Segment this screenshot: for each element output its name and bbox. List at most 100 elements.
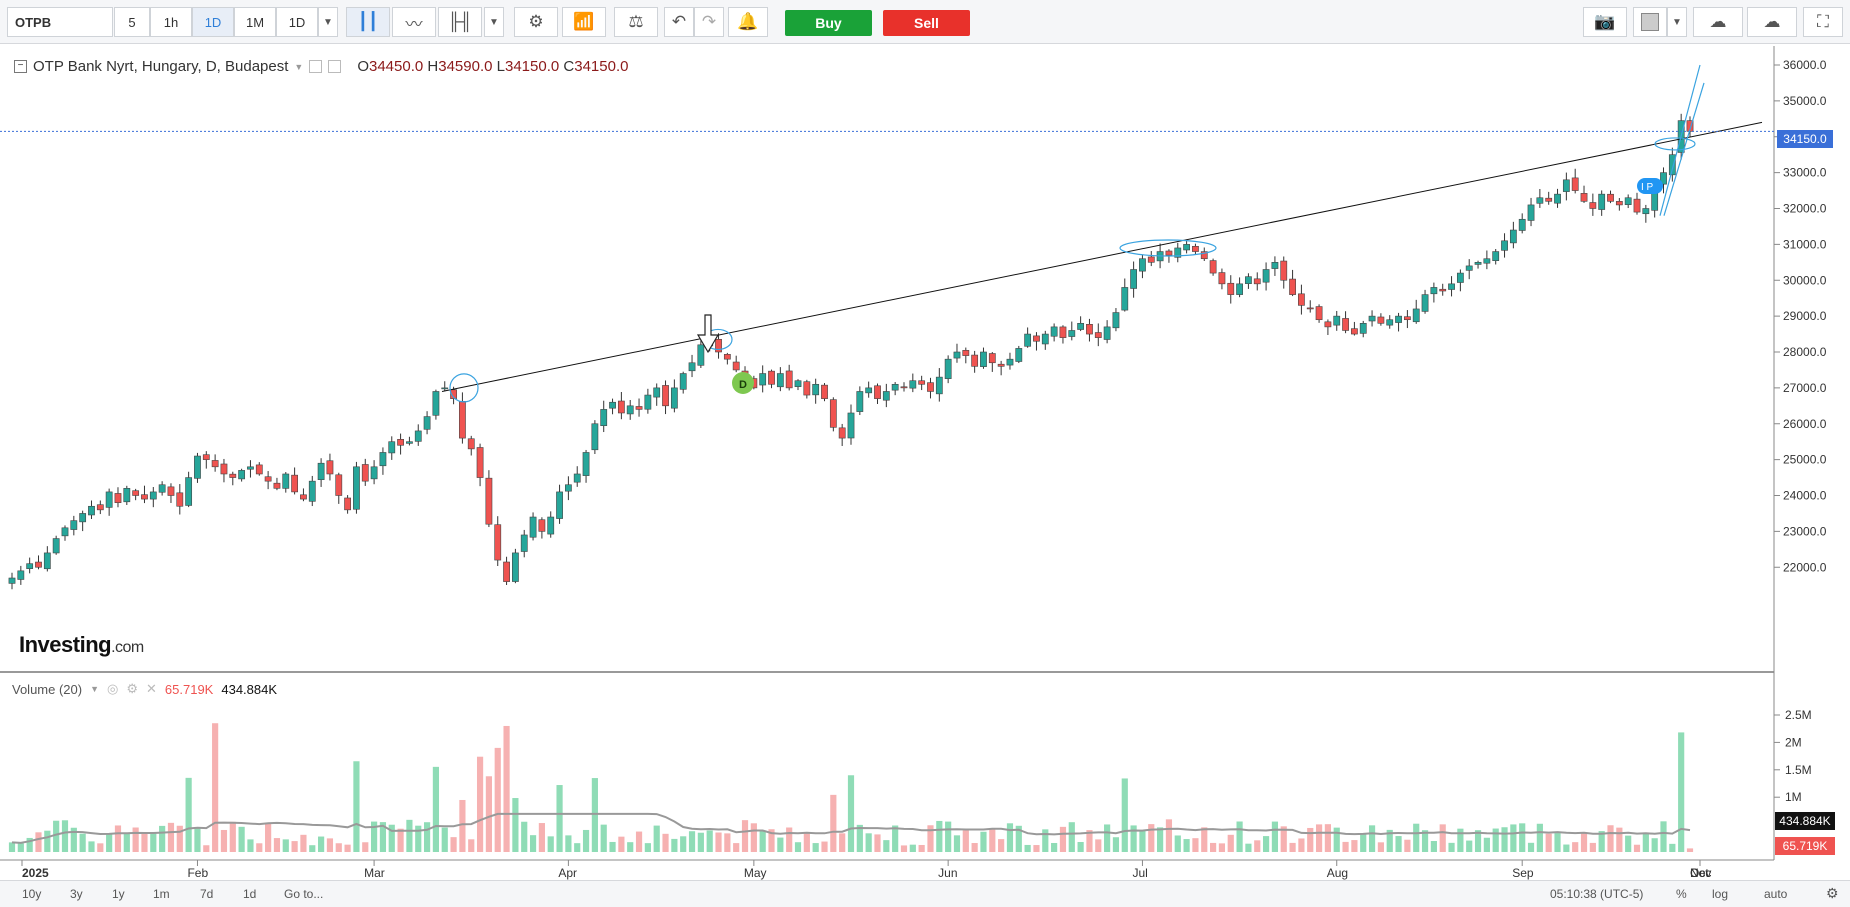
candle-body <box>1421 294 1429 312</box>
collapse-icon[interactable]: − <box>14 60 27 73</box>
line-chart-icon[interactable]: 〰 <box>392 7 436 37</box>
alert-bell-icon[interactable]: 🔔 <box>728 7 768 37</box>
goto-button[interactable]: Go to... <box>284 887 324 901</box>
volume-bar <box>423 822 431 852</box>
sell-button[interactable]: Sell <box>883 10 970 36</box>
volume-bar <box>653 825 660 852</box>
volume-bar <box>1483 837 1490 852</box>
candle-body <box>1545 197 1553 202</box>
candle-body <box>132 490 140 496</box>
volume-bar <box>1563 844 1570 852</box>
time-tick-label: Sep <box>1512 866 1534 880</box>
volume-bar <box>644 843 651 852</box>
indicators-icon[interactable]: 📶 <box>562 7 606 37</box>
volume-bar <box>176 825 183 852</box>
interval-1m[interactable]: 1M <box>234 7 276 37</box>
candle-body <box>406 441 413 444</box>
volume-bar <box>1298 838 1305 852</box>
volume-bar <box>1616 827 1623 852</box>
dividend-marker-label: D <box>739 379 747 391</box>
fill-chevron-down-icon[interactable]: ▼ <box>1667 7 1687 37</box>
gear-icon[interactable]: ⚙ <box>1826 885 1839 901</box>
volume-chevron-down-icon[interactable]: ▼ <box>90 684 100 694</box>
camera-icon[interactable]: 📷 <box>1583 7 1627 37</box>
cloud-download-icon[interactable]: ☁ <box>1693 7 1743 37</box>
settings-small-icon[interactable] <box>328 60 342 73</box>
symbol-input[interactable]: OTPB <box>7 7 113 37</box>
volume-bar <box>167 822 175 852</box>
interval-5[interactable]: 5 <box>114 7 150 37</box>
interval-chevron-down-icon[interactable]: ▼ <box>318 7 338 37</box>
bar-style-icon[interactable]: ╟╢ <box>438 7 482 37</box>
chart-style-chevron-down-icon[interactable]: ▼ <box>484 7 504 37</box>
volume-bar <box>1324 824 1331 852</box>
percent-toggle[interactable]: % <box>1676 887 1687 901</box>
volume-bar <box>1651 838 1658 852</box>
range-1m[interactable]: 1m <box>153 887 170 901</box>
candlestick-icon[interactable]: ┃┃ <box>346 7 390 37</box>
volume-bar <box>26 837 33 852</box>
undo-icon[interactable]: ↶ <box>664 7 694 37</box>
volume-bar <box>900 845 908 852</box>
volume-settings-icon[interactable]: ⚙ <box>126 681 139 696</box>
candle-body <box>467 438 475 450</box>
range-1d[interactable]: 1d <box>243 887 257 901</box>
volume-bar <box>238 826 245 852</box>
candle-body <box>494 524 502 561</box>
fullscreen-icon[interactable]: ⛶ <box>1803 7 1843 37</box>
cloud-upload-icon[interactable]: ☁ <box>1747 7 1797 37</box>
volume-tick-label: 2.5M <box>1785 708 1812 722</box>
log-toggle[interactable]: log <box>1712 887 1729 901</box>
candle-body <box>1342 318 1349 331</box>
volume-bar <box>618 836 625 852</box>
volume-bar <box>1395 836 1402 852</box>
volume-bar <box>141 833 148 852</box>
volume-bar <box>989 829 996 852</box>
candle-body <box>918 380 926 385</box>
interval-1h[interactable]: 1h <box>150 7 192 37</box>
candle-body <box>1651 186 1659 211</box>
buy-button[interactable]: Buy <box>785 10 872 36</box>
candle-body <box>980 351 987 367</box>
volume-bar <box>1342 841 1349 852</box>
volume-bar <box>1006 823 1014 852</box>
volume-bar <box>1174 835 1181 852</box>
candle-body <box>679 373 687 390</box>
candle-body <box>247 466 254 470</box>
volume-bar <box>529 835 537 852</box>
volume-bar <box>1492 828 1499 852</box>
candle-body <box>1156 251 1164 262</box>
candle-body <box>1430 287 1438 295</box>
candle-body <box>485 477 493 525</box>
fill-color-icon[interactable] <box>1633 7 1667 37</box>
candle-body <box>379 452 387 467</box>
candle-body <box>353 466 360 510</box>
legend-chevron-down-icon[interactable]: ▼ <box>294 61 304 72</box>
volume-close-icon[interactable]: ✕ <box>146 681 157 696</box>
volume-bar <box>485 776 492 852</box>
interval-dropdown-value[interactable]: 1D <box>276 7 318 37</box>
interval-1d[interactable]: 1D <box>192 7 234 37</box>
candle-body <box>1474 262 1482 265</box>
volume-bar <box>371 821 378 852</box>
volume-bar <box>1201 827 1208 852</box>
auto-toggle[interactable]: auto <box>1764 887 1788 901</box>
candle-body <box>397 439 404 446</box>
gear-icon[interactable]: ⚙ <box>514 7 558 37</box>
volume-bar <box>476 756 484 852</box>
compare-scale-icon[interactable]: ⚖ <box>614 7 658 37</box>
volume-eye-icon[interactable]: ◎ <box>107 681 119 696</box>
range-3y[interactable]: 3y <box>70 887 83 901</box>
range-7d[interactable]: 7d <box>200 887 214 901</box>
redo-icon[interactable]: ↷ <box>694 7 724 37</box>
range-1y[interactable]: 1y <box>112 887 125 901</box>
price-tick-label: 23000.0 <box>1783 524 1827 538</box>
eye-icon[interactable] <box>309 60 323 73</box>
candle-body <box>1412 308 1420 323</box>
volume-bar <box>556 785 563 852</box>
volume-bar <box>538 823 545 852</box>
candle-body <box>1086 324 1093 335</box>
range-10y[interactable]: 10y <box>22 887 42 901</box>
volume-bar <box>1625 835 1632 852</box>
